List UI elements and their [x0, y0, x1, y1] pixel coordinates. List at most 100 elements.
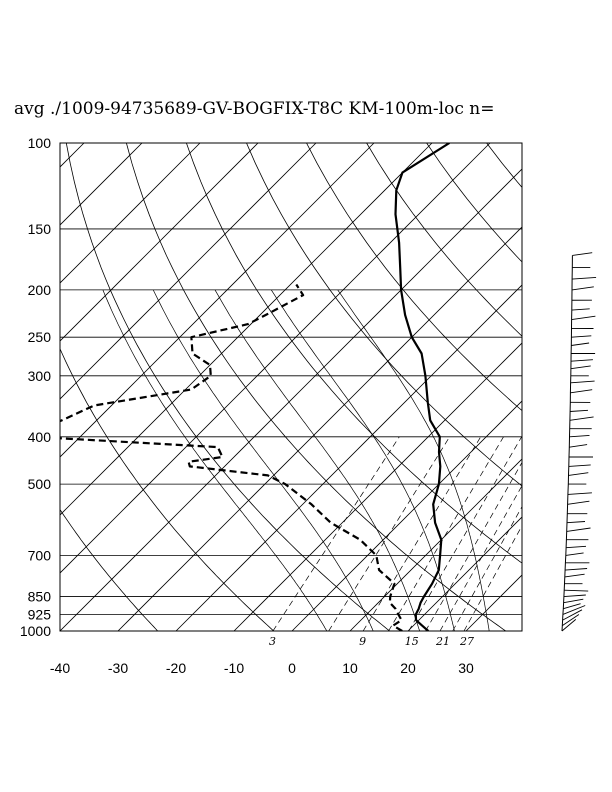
- pressure-tick-label: 850: [28, 589, 52, 605]
- isotherm-line: [407, 516, 522, 631]
- mixing-ratio-line: [452, 505, 522, 631]
- pressure-tick-label: 250: [28, 329, 52, 345]
- isotherm-line: [582, 143, 612, 631]
- dry-adiabat-line: [486, 143, 522, 188]
- temperature-tick-label: -10: [224, 660, 244, 676]
- wind-barb: [570, 409, 589, 412]
- wind-barb: [569, 416, 594, 421]
- isotherm-line: [524, 143, 612, 631]
- mixing-ratio-line: [388, 436, 504, 631]
- dry-adiabat-line: [60, 508, 158, 631]
- mixing-ratio-line: [362, 436, 482, 631]
- wind-barb: [565, 568, 588, 571]
- wind-barb: [570, 365, 591, 370]
- wind-barb-staff: [561, 255, 573, 632]
- dry-adiabat-line: [607, 143, 612, 631]
- isobar-lines: [60, 142, 522, 632]
- wind-barb: [562, 605, 586, 615]
- pressure-tick-label: 1000: [20, 623, 51, 639]
- isotherm-line: [60, 143, 201, 284]
- temperature-tick-label: 30: [458, 660, 474, 676]
- temperature-tick-label: 0: [288, 660, 296, 676]
- wind-barb: [563, 594, 586, 598]
- isotherm-line: [60, 143, 259, 342]
- dry-adiabat-line: [547, 143, 612, 631]
- wind-barb: [569, 444, 588, 448]
- pressure-tick-label: 300: [28, 368, 52, 384]
- wind-barb: [562, 609, 583, 621]
- isotherm-line: [60, 143, 433, 516]
- mixing-ratio-line: [272, 436, 400, 631]
- wind-barb: [570, 380, 595, 384]
- temperature-tick-label: 20: [400, 660, 416, 676]
- wind-barb: [568, 472, 589, 476]
- wind-barb: [572, 252, 593, 256]
- isotherm-line: [60, 143, 375, 458]
- moist-adiabat-line: [271, 289, 455, 631]
- wind-barb: [566, 527, 591, 532]
- wind-barb: [563, 598, 584, 604]
- wind-barb: [566, 521, 586, 524]
- plot-frame: [59, 142, 523, 632]
- wind-barb: [563, 603, 581, 610]
- wind-barb: [571, 315, 596, 320]
- isotherm-line: [60, 143, 143, 226]
- pressure-tick-label: 700: [28, 547, 52, 563]
- pressure-tick-label: 400: [28, 429, 52, 445]
- dry-adiabat-line: [366, 143, 522, 337]
- wind-barb: [562, 614, 580, 627]
- pressure-tick-label: 150: [28, 221, 52, 237]
- isotherm-line: [291, 400, 522, 631]
- temperature-line: [394, 143, 450, 631]
- wind-barb: [569, 434, 590, 438]
- isotherm-line: [233, 342, 522, 631]
- wind-barb: [571, 335, 592, 338]
- mixing-ratio-label: 9: [359, 635, 366, 648]
- temperature-tick-label: -30: [108, 660, 128, 676]
- mixing-ratio-label: 27: [459, 635, 474, 648]
- mixing-ratio-label: 15: [405, 635, 419, 648]
- isotherm-line: [60, 143, 491, 574]
- wind-barb: [568, 464, 591, 467]
- moist-adiabat-line: [214, 289, 420, 631]
- wind-barb: [571, 286, 594, 291]
- wind-barb: [571, 342, 590, 346]
- dry-adiabat-line: [65, 143, 390, 631]
- moist-adiabat-line: [337, 289, 490, 631]
- pressure-tick-label: 200: [28, 282, 52, 298]
- wind-barb: [570, 389, 593, 394]
- mixing-ratio-line: [425, 461, 522, 631]
- mixing-ratio-line: [463, 525, 522, 631]
- wind-barb: [567, 500, 590, 505]
- isotherm-line: [60, 168, 522, 631]
- moist-adiabat-line: [152, 289, 374, 631]
- chart-title: avg ./1009-94735689-GV-BOGFIX-T8C KM-100…: [14, 99, 494, 119]
- mixing-ratio-line: [328, 436, 450, 631]
- moist-adiabat-line: [102, 289, 328, 631]
- mixing-ratio-label: 3: [269, 635, 276, 648]
- dry-adiabat-line: [186, 143, 522, 564]
- mixing-ratio-label: 21: [435, 635, 450, 648]
- temperature-tick-label: 10: [342, 660, 358, 676]
- mixing-ratio-labels: 3 9 15 21 27: [269, 635, 474, 648]
- wind-barb-column: [561, 252, 597, 632]
- pressure-tick-label: 925: [28, 606, 52, 622]
- wind-barb: [566, 545, 587, 549]
- dry-adiabat-line: [426, 143, 522, 263]
- wind-barb: [565, 552, 584, 556]
- wind-barb: [567, 492, 592, 495]
- sounding-traces: [60, 143, 450, 631]
- isotherm-line: [175, 284, 522, 631]
- mixing-ratio-line: [439, 485, 522, 631]
- mixing-ratio-line: [408, 436, 522, 631]
- wind-barb: [572, 276, 597, 280]
- isotherm-line: [117, 226, 522, 631]
- pressure-tick-label: 100: [28, 135, 52, 151]
- wind-barb: [570, 359, 593, 362]
- isotherm-line: [0, 143, 26, 631]
- temperature-axis: -40 -30 -20 -10 0 10 20 30: [50, 660, 474, 676]
- dry-adiabat-line: [126, 143, 506, 631]
- pressure-tick-label: 500: [28, 476, 52, 492]
